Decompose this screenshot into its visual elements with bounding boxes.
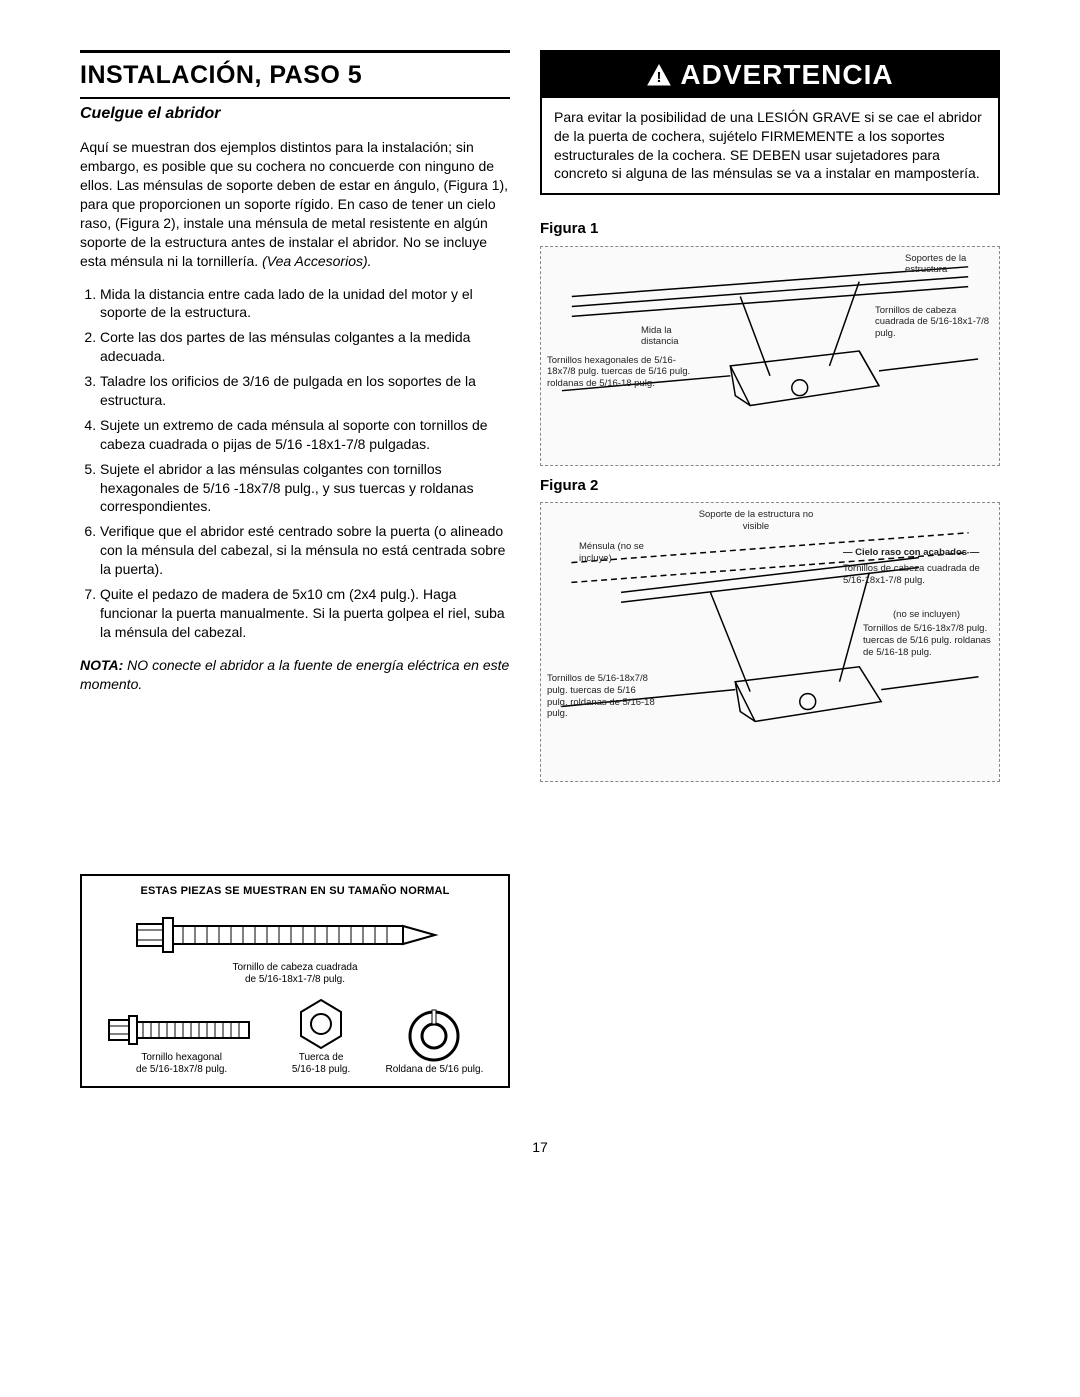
step-item: Sujete el abridor a las ménsulas colgant… (100, 460, 510, 517)
parts-box: ESTAS PIEZAS SE MUESTRAN EN SU TAMAÑO NO… (80, 874, 510, 1089)
fig2-callout-soporte: Soporte de la estructura no visible (691, 509, 821, 533)
warning-box: ! ADVERTENCIA Para evitar la posibilidad… (540, 50, 1000, 195)
parts-row-top: Tornillo de cabeza cuadrada de 5/16-18x1… (94, 908, 496, 986)
step-item: Verifique que el abridor esté centrado s… (100, 522, 510, 579)
nut-icon (293, 996, 349, 1052)
page-columns: INSTALACIÓN, PASO 5 Cuelgue el abridor A… (80, 50, 1000, 1088)
warning-body: Para evitar la posibilidad de una LESIÓN… (542, 98, 998, 194)
figure-2-label: Figura 2 (540, 476, 1000, 496)
washer-label: Roldana de 5/16 pulg. (386, 1064, 484, 1076)
washer-icon (406, 1008, 462, 1064)
lag-bolt-item: Tornillo de cabeza cuadrada de 5/16-18x1… (94, 908, 496, 986)
fig1-callout-soportes: Soportes de la estructura (905, 253, 995, 277)
fig1-callout-torn-hex: Tornillos hexagonales de 5/16-18x7/8 pul… (547, 355, 697, 391)
main-title: INSTALACIÓN, PASO 5 (80, 59, 510, 93)
left-column: INSTALACIÓN, PASO 5 Cuelgue el abridor A… (80, 50, 510, 1088)
lag-bolt-label-1: Tornillo de cabeza cuadrada (232, 962, 357, 974)
nut-label-2: 5/16-18 pulg. (292, 1064, 350, 1076)
parts-row-bottom: Tornillo hexagonal de 5/16-18x7/8 pulg. … (94, 996, 496, 1076)
svg-text:!: ! (657, 69, 662, 86)
warning-header: ! ADVERTENCIA (542, 52, 998, 98)
fig2-callout-torn-der: Tornillos de 5/16-18x7/8 pulg. tuercas d… (863, 623, 993, 659)
page-number: 17 (80, 1138, 1000, 1157)
fig2-callout-torn-cuad: Tornillos de cabeza cuadrada de 5/16-18x… (843, 563, 993, 587)
lag-bolt-label-2: de 5/16-18x1-7/8 pulg. (245, 974, 345, 986)
lag-bolt-icon (135, 908, 455, 962)
hex-bolt-label-2: de 5/16-18x7/8 pulg. (136, 1064, 227, 1076)
nota-label: NOTA: (80, 657, 123, 673)
step-item: Mida la distancia entre cada lado de la … (100, 285, 510, 323)
nota-body: NO conecte el abridor a la fuente de ene… (80, 657, 509, 692)
step-item: Corte las dos partes de las ménsulas col… (100, 328, 510, 366)
nut-label-1: Tuerca de (299, 1052, 344, 1064)
warning-triangle-icon: ! (646, 63, 672, 87)
fig1-callout-torn-cuad: Tornillos de cabeza cuadrada de 5/16-18x… (875, 305, 995, 341)
intro-trailing: (Vea Accesorios). (258, 253, 371, 269)
nut-item: Tuerca de 5/16-18 pulg. (292, 996, 350, 1076)
subtitle: Cuelgue el abridor (80, 103, 510, 125)
intro-paragraph: Aquí se muestran dos ejemplos distintos … (80, 138, 510, 270)
hex-bolt-item: Tornillo hexagonal de 5/16-18x7/8 pulg. (107, 1008, 257, 1076)
step-item: Taladre los orificios de 3/16 de pulgada… (100, 372, 510, 410)
fig2-callout-torn-izq: Tornillos de 5/16-18x7/8 pulg. tuercas d… (547, 673, 657, 721)
warning-header-text: ADVERTENCIA (680, 56, 893, 94)
step-item: Quite el pedazo de madera de 5x10 cm (2x… (100, 585, 510, 642)
steps-list: Mida la distancia entre cada lado de la … (80, 285, 510, 642)
figure-1-label: Figura 1 (540, 219, 1000, 239)
figure-2: Soporte de la estructura no visible Méns… (540, 502, 1000, 782)
fig2-callout-no-incl: (no se incluyen) (893, 609, 993, 621)
hex-bolt-icon (107, 1008, 257, 1052)
figure-1: Soportes de la estructura Mida la distan… (540, 246, 1000, 466)
right-column: ! ADVERTENCIA Para evitar la posibilidad… (540, 50, 1000, 1088)
fig2-callout-cielo: — Cielo raso con acabados — (843, 547, 993, 559)
hex-bolt-label-1: Tornillo hexagonal (141, 1052, 222, 1064)
parts-box-title: ESTAS PIEZAS SE MUESTRAN EN SU TAMAÑO NO… (94, 884, 496, 899)
nota: NOTA: NO conecte el abridor a la fuente … (80, 656, 510, 694)
washer-item: Roldana de 5/16 pulg. (386, 1008, 484, 1076)
step-item: Sujete un extremo de cada ménsula al sop… (100, 416, 510, 454)
fig2-callout-mensula: Ménsula (no se incluye) (579, 541, 669, 565)
title-bar: INSTALACIÓN, PASO 5 (80, 50, 510, 99)
intro-text: Aquí se muestran dos ejemplos distintos … (80, 139, 508, 268)
fig1-callout-mida: Mida la distancia (641, 325, 701, 349)
